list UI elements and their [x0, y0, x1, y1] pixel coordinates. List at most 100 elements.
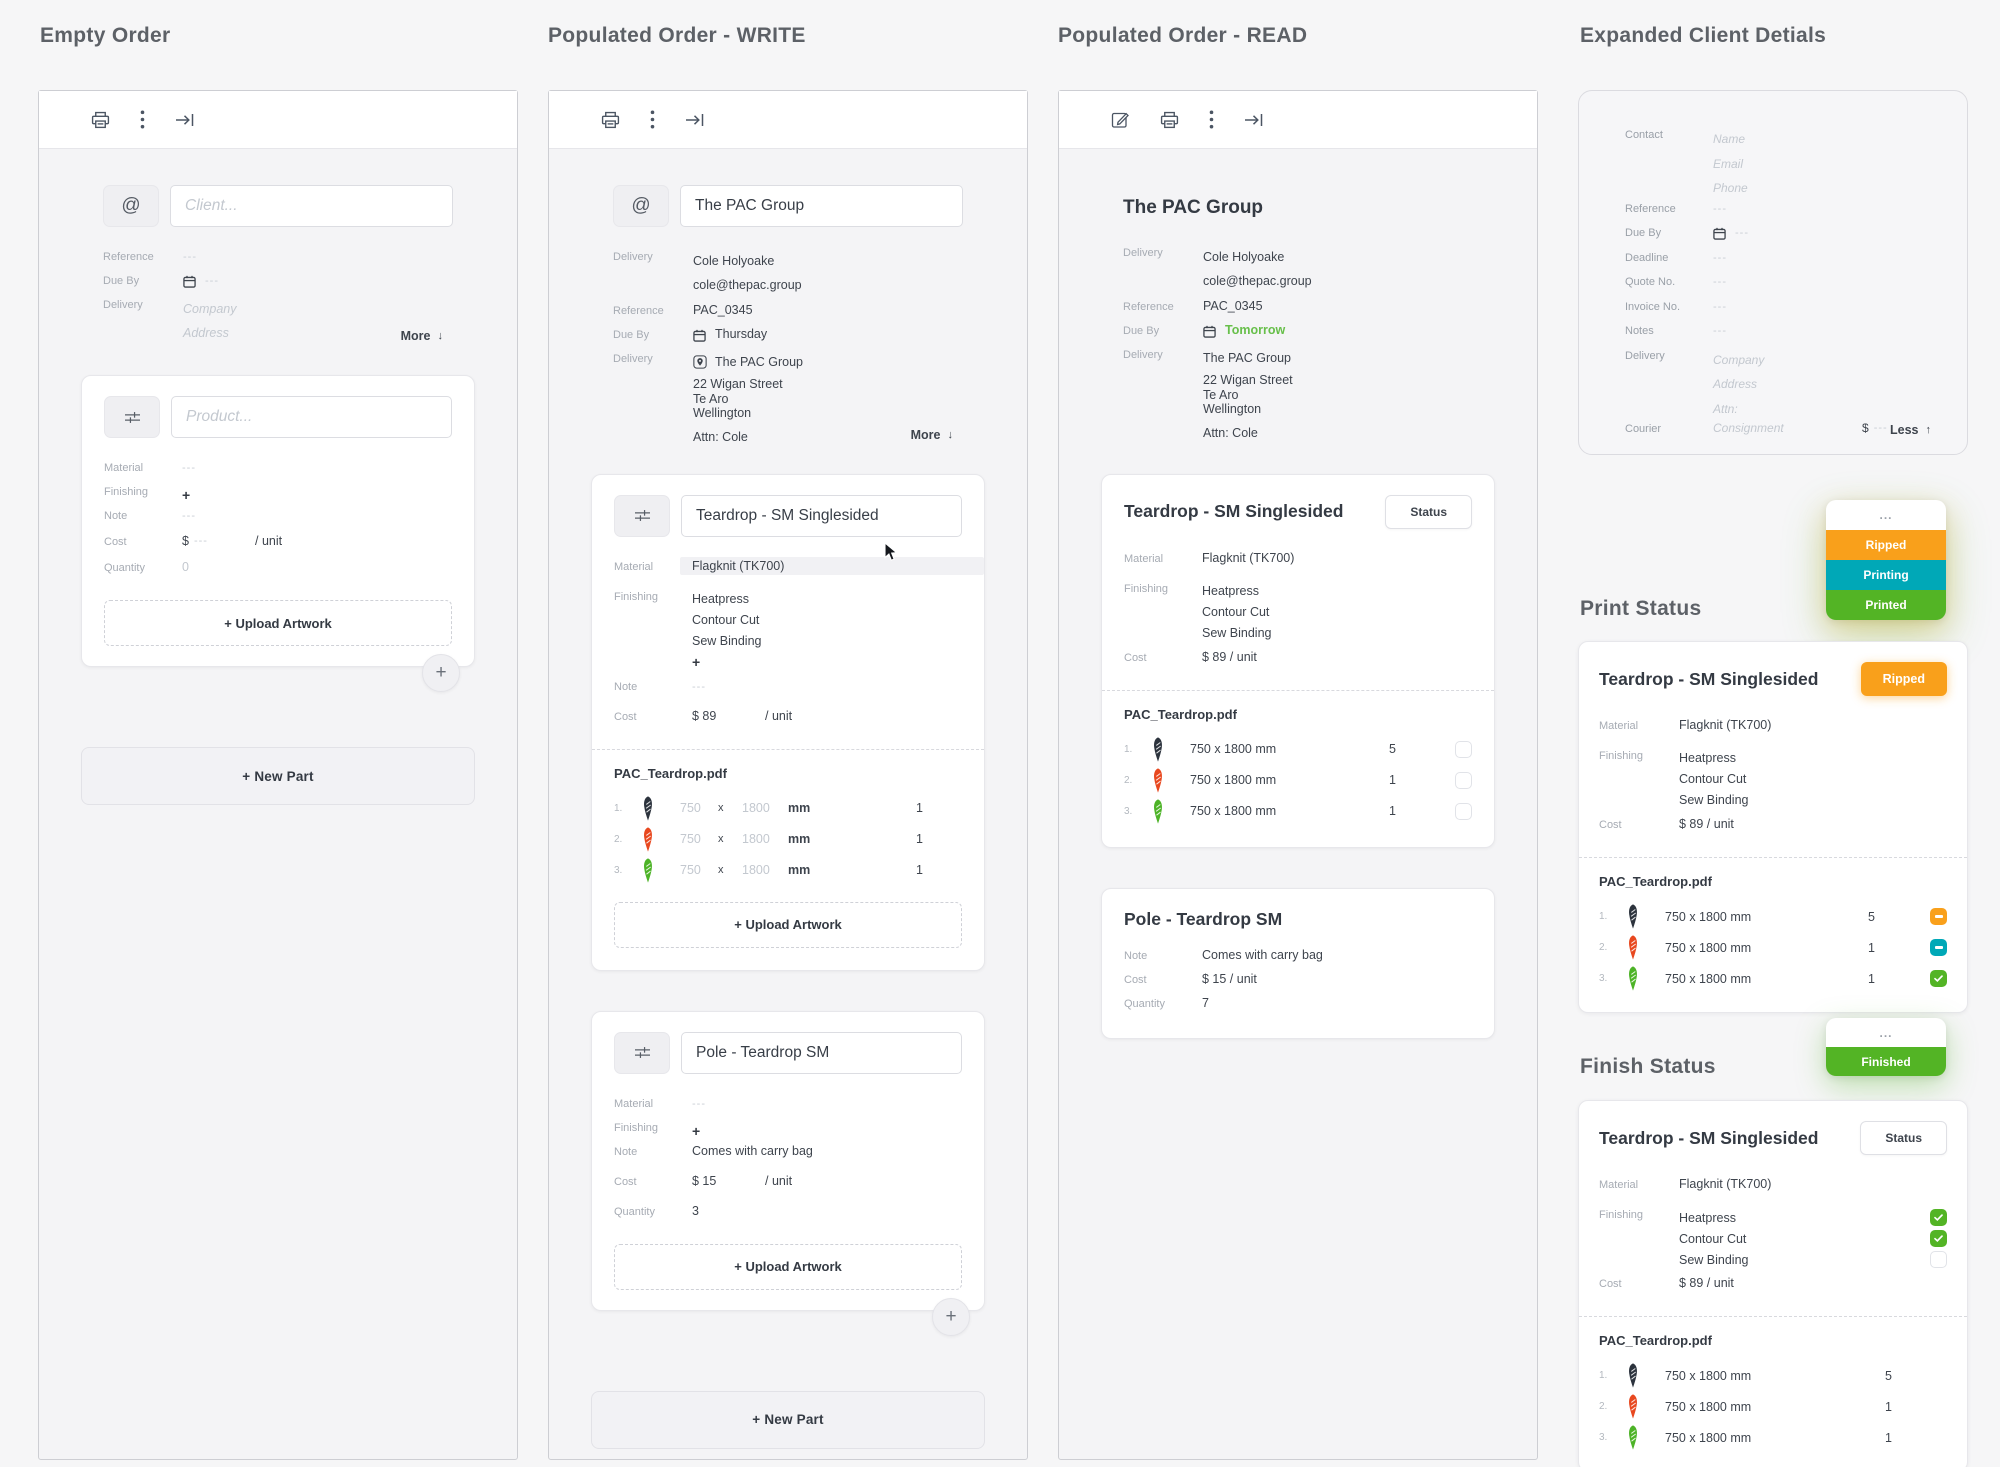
width-input[interactable]: 750 — [680, 832, 701, 846]
print-state-checkbox[interactable] — [1930, 908, 1947, 925]
address-line-3[interactable]: Wellington — [693, 406, 752, 420]
upload-artwork-button[interactable]: + Upload Artwork — [614, 1243, 962, 1290]
collapse-panel-icon[interactable] — [685, 112, 705, 128]
finishing-item[interactable]: Sew Binding — [692, 633, 762, 648]
artwork-checkbox[interactable] — [1455, 740, 1472, 758]
material-value[interactable]: --- — [182, 462, 196, 474]
height-input[interactable]: 1800 — [742, 863, 770, 877]
cost-value[interactable]: $ 89 — [692, 708, 717, 723]
consignment-placeholder[interactable]: Consignment — [1713, 421, 1784, 435]
client-input[interactable]: Client... — [170, 185, 453, 227]
material-value-hover[interactable]: Flagknit (TK700) — [680, 556, 984, 575]
client-input[interactable]: The PAC Group — [680, 185, 963, 227]
artwork-qty-input[interactable]: 1 — [916, 832, 923, 846]
note-value[interactable]: --- — [692, 680, 706, 693]
status-option-none[interactable]: ... — [1879, 1025, 1893, 1040]
delivery-attn-placeholder[interactable]: Attn: — [1713, 401, 1738, 416]
artwork-filename[interactable]: PAC_Teardrop.pdf — [614, 765, 727, 781]
upload-artwork-button[interactable]: + Upload Artwork — [614, 901, 962, 948]
note-value[interactable]: --- — [182, 510, 196, 522]
product-input[interactable]: Product... — [171, 396, 452, 438]
less-link[interactable]: Less ↑ — [1890, 423, 1931, 437]
height-input[interactable]: 1800 — [742, 832, 770, 846]
upload-artwork-button[interactable]: + Upload Artwork — [104, 600, 452, 646]
contact-name-placeholder[interactable]: Name — [1713, 132, 1746, 146]
contact-name[interactable]: Cole Holyoake — [693, 254, 775, 268]
deadline-value[interactable]: --- — [1713, 251, 1727, 264]
artwork-checkbox[interactable] — [1455, 802, 1472, 820]
add-finishing-button[interactable]: + — [692, 1122, 701, 1139]
finishing-item[interactable]: Heatpress — [692, 591, 749, 606]
courier-cost-value[interactable]: --- — [1873, 422, 1888, 434]
address-line-1[interactable]: 22 Wigan Street — [693, 377, 783, 391]
cost-value[interactable]: --- — [193, 535, 208, 547]
client-email-button[interactable]: @ — [103, 185, 159, 227]
attn-line[interactable]: Attn: Cole — [693, 429, 748, 444]
delivery-address-placeholder[interactable]: Address — [183, 326, 229, 340]
width-input[interactable]: 750 — [680, 801, 701, 815]
finishing-checkbox[interactable] — [1930, 1230, 1947, 1247]
status-option-none[interactable]: ... — [1879, 508, 1893, 522]
invoice-no-value[interactable]: --- — [1713, 300, 1727, 313]
print-icon[interactable] — [1160, 111, 1179, 129]
quantity-value[interactable]: 0 — [182, 560, 189, 574]
quote-no-value[interactable]: --- — [1713, 276, 1727, 288]
due-by-value[interactable]: --- — [205, 275, 219, 287]
print-icon[interactable] — [91, 111, 110, 129]
product-input[interactable]: Teardrop - SM Singlesided — [681, 494, 962, 537]
finishing-item[interactable]: Contour Cut — [692, 612, 760, 627]
more-link[interactable]: More ↓ — [400, 329, 443, 343]
print-icon[interactable] — [601, 111, 620, 129]
contact-email-placeholder[interactable]: Email — [1713, 156, 1744, 171]
reference-value[interactable]: PAC_0345 — [693, 303, 753, 317]
status-option-finished[interactable]: Finished — [1826, 1047, 1946, 1076]
material-value[interactable]: --- — [692, 1097, 706, 1110]
finishing-checkbox[interactable] — [1930, 1209, 1947, 1226]
add-finishing-button[interactable]: + — [182, 487, 191, 503]
product-input[interactable]: Pole - Teardrop SM — [681, 1031, 962, 1074]
address-line-2[interactable]: Te Aro — [693, 391, 729, 406]
more-link[interactable]: More ↓ — [910, 427, 953, 442]
cost-value[interactable]: $ 15 — [692, 1173, 717, 1188]
product-options-button[interactable] — [614, 494, 670, 537]
artwork-checkbox[interactable] — [1455, 771, 1472, 789]
reference-value[interactable]: --- — [1713, 202, 1727, 215]
delivery-company-placeholder[interactable]: Company — [183, 302, 237, 316]
status-button[interactable]: Status — [1860, 1121, 1947, 1155]
add-part-fab[interactable]: + — [422, 654, 460, 692]
kebab-menu-icon[interactable] — [1209, 110, 1214, 129]
status-button[interactable]: Status — [1385, 494, 1472, 529]
calendar-icon[interactable] — [1713, 225, 1726, 240]
print-state-checkbox[interactable] — [1930, 970, 1947, 987]
note-value[interactable]: Comes with carry bag — [692, 1143, 813, 1158]
contact-phone-placeholder[interactable]: Phone — [1713, 181, 1748, 195]
client-email-button[interactable]: @ — [613, 185, 669, 227]
contact-email[interactable]: cole@thepac.group — [693, 278, 802, 292]
due-by-value[interactable]: --- — [1735, 227, 1749, 239]
calendar-icon[interactable] — [183, 273, 196, 288]
new-part-button[interactable]: + New Part — [591, 1390, 985, 1449]
height-input[interactable]: 1800 — [742, 801, 770, 815]
add-finishing-button[interactable]: + — [692, 653, 701, 670]
new-part-button[interactable]: + New Part — [81, 747, 475, 805]
collapse-panel-icon[interactable] — [1244, 112, 1264, 128]
due-by-value[interactable]: Thursday — [715, 327, 768, 341]
notes-value[interactable]: --- — [1713, 325, 1727, 337]
quantity-value[interactable]: 3 — [692, 1203, 699, 1218]
artwork-qty-input[interactable]: 1 — [916, 801, 923, 815]
kebab-menu-icon[interactable] — [650, 110, 655, 129]
collapse-panel-icon[interactable] — [175, 112, 195, 128]
finishing-checkbox[interactable] — [1930, 1251, 1947, 1268]
status-option-printed[interactable]: Printed — [1826, 590, 1946, 620]
delivery-company-placeholder[interactable]: Company — [1713, 352, 1765, 367]
add-part-fab[interactable]: + — [932, 1297, 970, 1336]
width-input[interactable]: 750 — [680, 863, 701, 877]
status-option-printing[interactable]: Printing — [1826, 560, 1946, 590]
delivery-address-placeholder[interactable]: Address — [1713, 377, 1758, 391]
ripped-status-badge[interactable]: Ripped — [1860, 662, 1947, 696]
reference-value[interactable]: --- — [183, 251, 197, 263]
delivery-company[interactable]: The PAC Group — [715, 355, 804, 369]
kebab-menu-icon[interactable] — [140, 110, 145, 129]
edit-icon[interactable] — [1111, 110, 1130, 129]
product-options-button[interactable] — [614, 1031, 670, 1074]
